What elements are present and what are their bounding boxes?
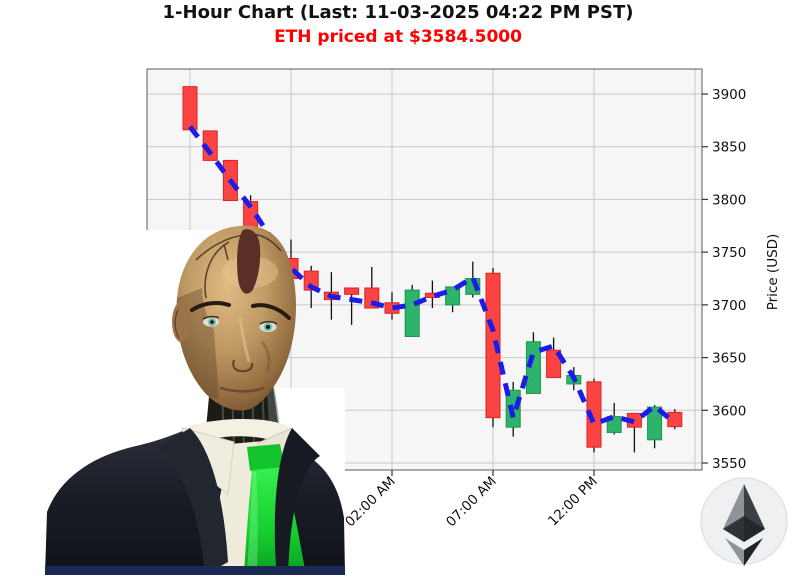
left-eye [202,315,220,327]
y-tick-label: 3650 [712,351,746,367]
lower-lip [227,393,261,399]
collar-band [182,418,292,446]
right-eyebrow [251,303,291,320]
head-crown-patch [237,229,261,294]
x-tick-label: 02:00 AM [342,474,399,531]
candle-down [303,270,319,291]
lapel-left [158,428,228,575]
nose [232,359,254,373]
mouth [219,386,265,393]
y-tick-label: 3850 [712,140,746,156]
candle-down [344,287,360,295]
y-axis-title: Price (USD) [765,234,781,311]
tie-knot [247,444,285,471]
android-figure [45,225,345,575]
chart-subtitle: ETH priced at $3584.5000 [274,27,522,47]
x-tick-label: 07:00 AM [443,474,500,531]
candle-up [445,286,461,306]
ethereum-diamond-icon [723,484,765,566]
tie-sheen [247,472,258,575]
lapel-right [274,428,320,575]
candle-down [485,272,501,419]
candle-up [404,289,420,337]
candle-up [525,341,541,394]
y-tick-label: 3700 [712,298,746,314]
figure-bottom-strip [45,566,345,575]
candle-up [606,416,622,433]
ethereum-logo [700,477,788,566]
x-tick-label: 12:00 PM [545,474,601,530]
chart-title: 1-Hour Chart (Last: 11-03-2025 04:22 PM … [163,2,634,23]
left-eyebrow [190,300,231,312]
candle-down [546,349,562,379]
candle-down [586,381,602,448]
y-tick-label: 3550 [712,456,746,472]
y-tick-label: 3600 [712,403,746,419]
candle-down [182,86,198,131]
cheek-shadow [260,341,271,372]
y-tick-label: 3900 [712,87,746,103]
y-tick-label: 3800 [712,192,746,208]
nose-bridge [238,317,251,363]
candle-up [647,406,663,441]
candle-down [667,411,683,428]
y-tick-label: 3750 [712,245,746,261]
ear-detail [174,309,180,339]
right-eye [259,321,278,332]
